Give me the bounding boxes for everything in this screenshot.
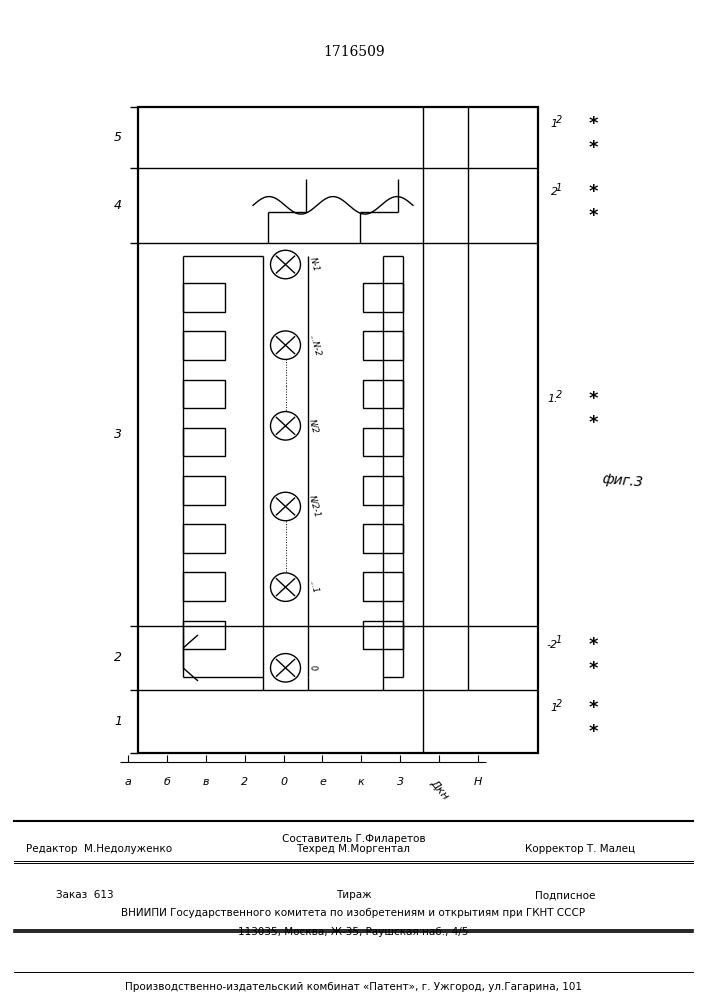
Text: 1: 1 bbox=[114, 715, 122, 728]
Bar bbox=[363, 572, 403, 601]
Text: в: в bbox=[202, 777, 209, 787]
Text: 1: 1 bbox=[551, 119, 558, 129]
Bar bbox=[183, 428, 225, 456]
Text: 1: 1 bbox=[556, 183, 562, 193]
Text: Корректор Т. Малец: Корректор Т. Малец bbox=[525, 844, 635, 854]
Bar bbox=[183, 283, 225, 312]
Text: фиг.3: фиг.3 bbox=[602, 472, 644, 489]
Text: 2: 2 bbox=[556, 699, 562, 709]
Text: *: * bbox=[588, 723, 597, 741]
Text: 5: 5 bbox=[114, 131, 122, 144]
Text: б: б bbox=[163, 777, 170, 787]
Text: Дкн: Дкн bbox=[428, 777, 450, 801]
Text: *: * bbox=[588, 390, 597, 408]
Text: 1.: 1. bbox=[547, 394, 558, 404]
Text: 113035, Москва, Ж-35, Раушская наб., 4/5: 113035, Москва, Ж-35, Раушская наб., 4/5 bbox=[238, 927, 469, 937]
Text: *: * bbox=[588, 183, 597, 201]
Text: H: H bbox=[474, 777, 482, 787]
Bar bbox=[183, 572, 225, 601]
Text: Техред М.Моргентал: Техред М.Моргентал bbox=[296, 844, 411, 854]
Bar bbox=[183, 621, 225, 649]
Text: 2: 2 bbox=[241, 777, 248, 787]
Text: N/2-1: N/2-1 bbox=[308, 494, 322, 519]
Text: -2: -2 bbox=[547, 640, 558, 650]
Ellipse shape bbox=[271, 412, 300, 440]
Bar bbox=[363, 524, 403, 553]
Text: 2: 2 bbox=[551, 187, 558, 197]
Bar bbox=[363, 283, 403, 312]
Bar bbox=[363, 621, 403, 649]
Text: e: e bbox=[319, 777, 326, 787]
Text: 3: 3 bbox=[397, 777, 404, 787]
Bar bbox=[138, 107, 538, 753]
Bar bbox=[183, 331, 225, 360]
Text: N/2: N/2 bbox=[308, 418, 320, 434]
Text: N-1: N-1 bbox=[308, 256, 320, 273]
Text: 2: 2 bbox=[114, 651, 122, 664]
Text: *: * bbox=[588, 414, 597, 432]
Bar bbox=[363, 428, 403, 456]
Text: 0: 0 bbox=[280, 777, 287, 787]
Bar bbox=[363, 331, 403, 360]
Text: *: * bbox=[588, 636, 597, 654]
Text: к: к bbox=[358, 777, 365, 787]
Ellipse shape bbox=[271, 654, 300, 682]
Text: 1716509: 1716509 bbox=[323, 45, 385, 59]
Bar bbox=[183, 380, 225, 408]
Ellipse shape bbox=[271, 573, 300, 601]
Text: *: * bbox=[588, 699, 597, 717]
Ellipse shape bbox=[271, 492, 300, 521]
Text: 2: 2 bbox=[556, 115, 562, 125]
Text: ...N-2: ...N-2 bbox=[308, 333, 322, 357]
Bar bbox=[363, 380, 403, 408]
Text: 0: 0 bbox=[308, 664, 317, 672]
Text: *: * bbox=[588, 115, 597, 133]
Text: *: * bbox=[588, 139, 597, 157]
Text: Подписное: Подписное bbox=[535, 890, 596, 900]
Text: Производственно-издательский комбинат «Патент», г. Ужгород, ул.Гагарина, 101: Производственно-издательский комбинат «П… bbox=[125, 982, 582, 992]
Ellipse shape bbox=[271, 250, 300, 279]
Text: 2: 2 bbox=[556, 390, 562, 400]
Bar bbox=[183, 476, 225, 505]
Text: Составитель Г.Филаретов: Составитель Г.Филаретов bbox=[281, 834, 426, 844]
Bar bbox=[183, 524, 225, 553]
Text: ...1: ...1 bbox=[308, 580, 320, 595]
Text: Редактор  М.Недолуженко: Редактор М.Недолуженко bbox=[26, 844, 172, 854]
Text: 1: 1 bbox=[556, 635, 562, 645]
Text: 1: 1 bbox=[551, 703, 558, 713]
Text: 4: 4 bbox=[114, 199, 122, 212]
Text: a: a bbox=[124, 777, 132, 787]
Text: *: * bbox=[588, 207, 597, 225]
Text: Заказ  613: Заказ 613 bbox=[56, 890, 114, 900]
Text: ВНИИПИ Государственного комитета по изобретениям и открытиям при ГКНТ СССР: ВНИИПИ Государственного комитета по изоб… bbox=[122, 908, 585, 918]
Text: 3: 3 bbox=[114, 428, 122, 441]
Text: Тираж: Тираж bbox=[336, 890, 371, 900]
Ellipse shape bbox=[271, 331, 300, 359]
Bar bbox=[363, 476, 403, 505]
Text: *: * bbox=[588, 660, 597, 678]
